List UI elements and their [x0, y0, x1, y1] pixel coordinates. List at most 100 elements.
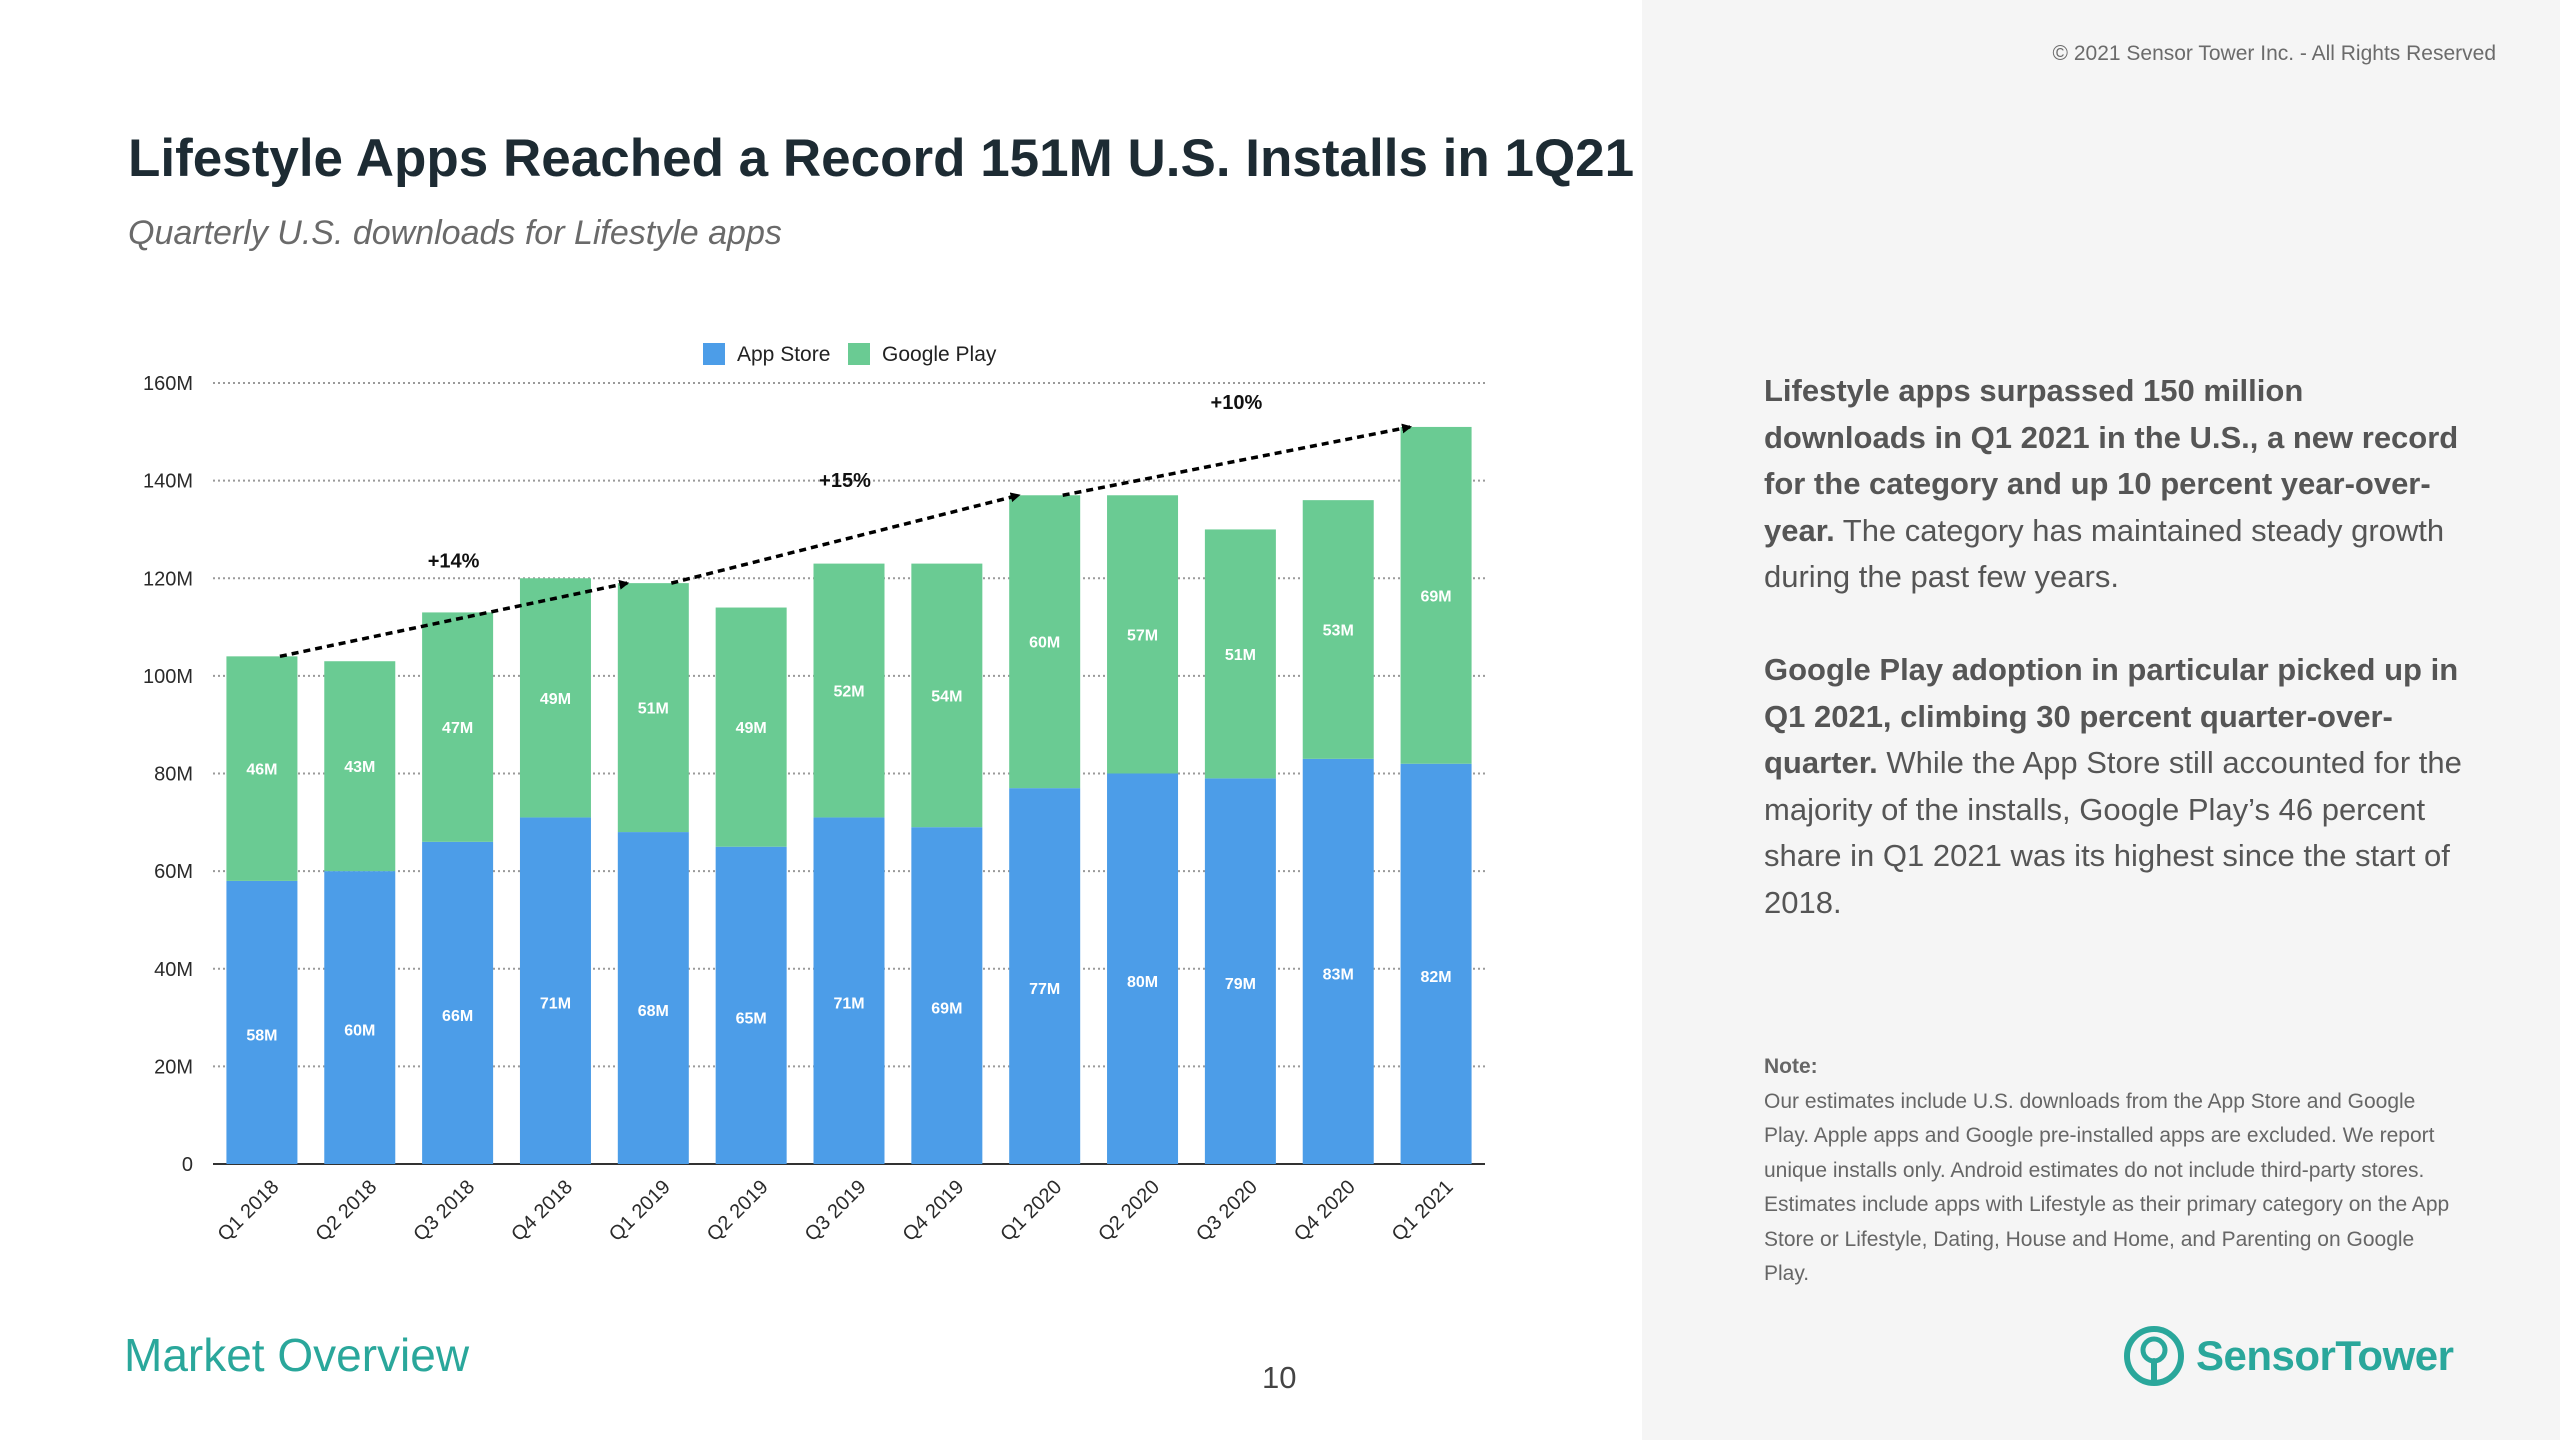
- commentary-paragraph-1: Lifestyle apps surpassed 150 million dow…: [1764, 368, 2464, 601]
- x-tick-label: Q4 2019: [899, 1176, 969, 1246]
- legend-label-google-play: Google Play: [882, 343, 997, 366]
- bar-google-play: [1302, 500, 1374, 759]
- x-tick-label: Q3 2019: [801, 1176, 871, 1246]
- bar-app-store: [1009, 788, 1081, 1164]
- x-tick-label: Q4 2018: [507, 1176, 577, 1246]
- y-tick-label: 140M: [143, 471, 193, 493]
- bar-google-play: [519, 578, 591, 818]
- note-title: Note:: [1764, 1055, 1818, 1078]
- bar-app-store: [422, 841, 494, 1164]
- page-subtitle: Quarterly U.S. downloads for Lifestyle a…: [128, 214, 782, 252]
- page-title: Lifestyle Apps Reached a Record 151M U.S…: [128, 129, 1635, 188]
- sensor-tower-logo: SensorTower: [2122, 1324, 2454, 1388]
- legend-label-app-store: App Store: [737, 343, 830, 366]
- data-label-app-store: 71M: [833, 996, 864, 1013]
- bar-google-play: [715, 607, 787, 847]
- y-tick-label: 40M: [154, 959, 193, 981]
- bar-app-store: [715, 846, 787, 1164]
- data-label-app-store: 69M: [931, 1001, 962, 1018]
- data-label-app-store: 68M: [638, 1003, 669, 1020]
- data-label-google-play: 54M: [931, 688, 962, 705]
- bar-app-store: [226, 880, 298, 1164]
- methodology-note: Note: Our estimates include U.S. downloa…: [1764, 1050, 2454, 1292]
- y-tick-label: 80M: [154, 764, 193, 786]
- data-label-app-store: 71M: [540, 996, 571, 1013]
- commentary-paragraph-1-bold: Lifestyle apps surpassed 150 million dow…: [1764, 373, 2459, 548]
- x-tick-label: Q2 2020: [1094, 1176, 1164, 1246]
- y-tick-label: 20M: [154, 1056, 193, 1078]
- bar-app-store: [813, 817, 885, 1164]
- data-label-app-store: 58M: [246, 1027, 277, 1044]
- brand-name-prefix: Sensor: [2196, 1332, 2336, 1379]
- data-label-google-play: 57M: [1127, 627, 1158, 644]
- x-tick-label: Q3 2020: [1192, 1176, 1262, 1246]
- bar-google-play: [911, 563, 983, 828]
- copyright-notice: © 2021 Sensor Tower Inc. - All Rights Re…: [2052, 42, 2496, 65]
- commentary-paragraph-2-bold: Google Play adoption in particular picke…: [1764, 652, 2459, 780]
- bar-google-play: [1400, 426, 1472, 764]
- bar-google-play: [226, 656, 298, 881]
- bar-google-play: [1107, 495, 1179, 774]
- data-label-app-store: 66M: [442, 1008, 473, 1025]
- bar-app-store: [1204, 778, 1276, 1164]
- bar-google-play: [324, 661, 396, 872]
- growth-label: +15%: [819, 470, 871, 492]
- data-label-app-store: 79M: [1225, 976, 1256, 993]
- data-label-app-store: 77M: [1029, 981, 1060, 998]
- data-label-app-store: 80M: [1127, 974, 1158, 991]
- sensor-tower-logo-icon: [2124, 1326, 2184, 1386]
- data-label-google-play: 47M: [442, 720, 473, 737]
- note-body: Our estimates include U.S. downloads fro…: [1764, 1089, 2450, 1286]
- growth-label: +10%: [1211, 392, 1263, 414]
- x-tick-label: Q2 2019: [703, 1176, 773, 1246]
- data-label-google-play: 51M: [638, 701, 669, 718]
- data-label-app-store: 82M: [1421, 969, 1452, 986]
- data-label-google-play: 49M: [540, 691, 571, 708]
- x-tick-label: Q1 2018: [214, 1176, 284, 1246]
- data-label-google-play: 49M: [736, 720, 767, 737]
- brand-name: SensorTower: [2196, 1332, 2454, 1380]
- growth-label: +14%: [428, 551, 480, 573]
- commentary-panel: [1642, 0, 2560, 1440]
- data-label-google-play: 43M: [344, 759, 375, 776]
- bar-app-store: [1107, 773, 1179, 1164]
- x-tick-label: Q2 2018: [311, 1176, 381, 1246]
- bar-google-play: [813, 563, 885, 818]
- y-tick-label: 120M: [143, 568, 193, 590]
- bar-google-play: [617, 583, 689, 833]
- data-label-google-play: 53M: [1323, 623, 1354, 640]
- data-label-google-play: 60M: [1029, 635, 1060, 652]
- stacked-bar-chart: 0 20M 40M 60M 80M 100M 120M 140M 160M 58M 46M 60M 4…: [143, 343, 1485, 1246]
- legend-swatch-google-play: [848, 343, 870, 365]
- commentary-paragraph-1-rest: The category has maintained steady growt…: [1764, 512, 2445, 595]
- data-label-google-play: 52M: [833, 684, 864, 701]
- page-number: 10: [1262, 1360, 1297, 1395]
- bar-app-store: [324, 871, 396, 1164]
- bar-app-store: [1400, 763, 1472, 1164]
- y-tick-label: 160M: [143, 373, 193, 395]
- data-label-app-store: 65M: [736, 1010, 767, 1027]
- y-tick-label: 0: [182, 1154, 193, 1176]
- data-label-google-play: 51M: [1225, 647, 1256, 664]
- y-tick-label: 60M: [154, 861, 193, 883]
- data-label-google-play: 69M: [1421, 588, 1452, 605]
- commentary-paragraph-2: Google Play adoption in particular picke…: [1764, 647, 2464, 926]
- data-label-google-play: 46M: [246, 762, 277, 779]
- x-tick-label: Q1 2021: [1388, 1176, 1458, 1246]
- growth-arrow: [1062, 423, 1413, 497]
- x-tick-label: Q1 2019: [605, 1176, 675, 1246]
- y-tick-label: 100M: [143, 666, 193, 688]
- commentary-paragraph-2-rest: While the App Store still accounted for …: [1764, 745, 2462, 920]
- bar-app-store: [911, 827, 983, 1164]
- brand-name-suffix: Tower: [2335, 1332, 2454, 1379]
- section-name: Market Overview: [124, 1329, 470, 1381]
- bar-google-play: [422, 612, 494, 842]
- legend-swatch-app-store: [703, 343, 725, 365]
- bar-app-store: [1302, 758, 1374, 1164]
- bar-app-store: [617, 832, 689, 1164]
- data-label-app-store: 60M: [344, 1023, 375, 1040]
- bar-google-play: [1204, 529, 1276, 779]
- data-label-app-store: 83M: [1323, 966, 1354, 983]
- bar-google-play: [1009, 495, 1081, 789]
- x-tick-label: Q3 2018: [409, 1176, 479, 1246]
